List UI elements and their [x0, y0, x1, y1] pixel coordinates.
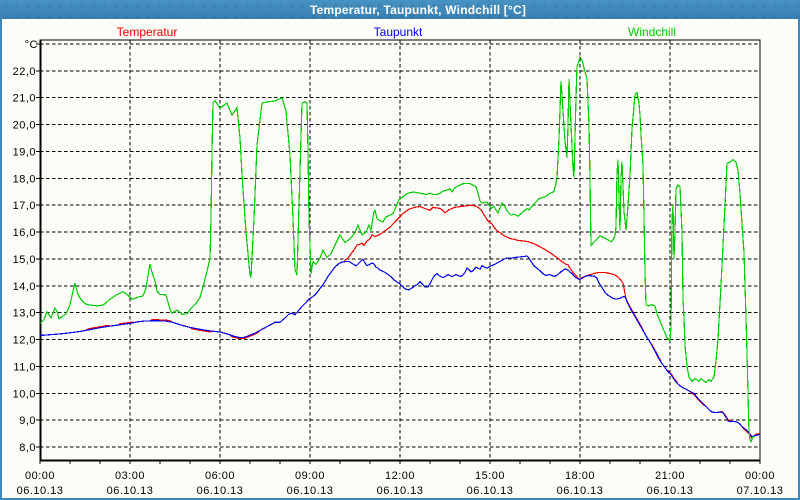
svg-text:06:00: 06:00	[205, 470, 235, 482]
svg-text:06.10.13: 06.10.13	[197, 485, 244, 497]
svg-text:09:00: 09:00	[295, 470, 325, 482]
svg-text:8,0: 8,0	[19, 442, 36, 454]
svg-text:12:00: 12:00	[385, 470, 415, 482]
svg-text:21,0: 21,0	[13, 93, 36, 105]
svg-text:16,0: 16,0	[13, 227, 36, 239]
svg-text:18:00: 18:00	[565, 470, 595, 482]
svg-text:20,0: 20,0	[13, 120, 36, 132]
svg-text:00:00: 00:00	[745, 470, 775, 482]
svg-text:07.10.13: 07.10.13	[737, 485, 784, 497]
svg-text:06.10.13: 06.10.13	[647, 485, 694, 497]
svg-text:00:00: 00:00	[25, 470, 55, 482]
svg-text:03:00: 03:00	[115, 470, 145, 482]
svg-text:06.10.13: 06.10.13	[287, 485, 334, 497]
svg-text:06.10.13: 06.10.13	[377, 485, 424, 497]
svg-text:14,0: 14,0	[13, 281, 36, 293]
svg-text:12,0: 12,0	[13, 335, 36, 347]
svg-text:°C: °C	[25, 39, 38, 51]
svg-text:18,0: 18,0	[13, 173, 36, 185]
svg-text:06.10.13: 06.10.13	[17, 485, 64, 497]
svg-text:17,0: 17,0	[13, 200, 36, 212]
svg-text:11,0: 11,0	[13, 361, 36, 373]
svg-text:9,0: 9,0	[19, 415, 36, 427]
svg-text:06.10.13: 06.10.13	[467, 485, 514, 497]
svg-text:06.10.13: 06.10.13	[107, 485, 154, 497]
svg-text:10,0: 10,0	[13, 388, 36, 400]
svg-text:06.10.13: 06.10.13	[557, 485, 604, 497]
svg-text:13,0: 13,0	[13, 308, 36, 320]
svg-text:19,0: 19,0	[13, 147, 36, 159]
svg-text:15:00: 15:00	[475, 470, 505, 482]
svg-text:15,0: 15,0	[13, 254, 36, 266]
svg-text:22,0: 22,0	[13, 66, 36, 78]
svg-text:21:00: 21:00	[655, 470, 685, 482]
